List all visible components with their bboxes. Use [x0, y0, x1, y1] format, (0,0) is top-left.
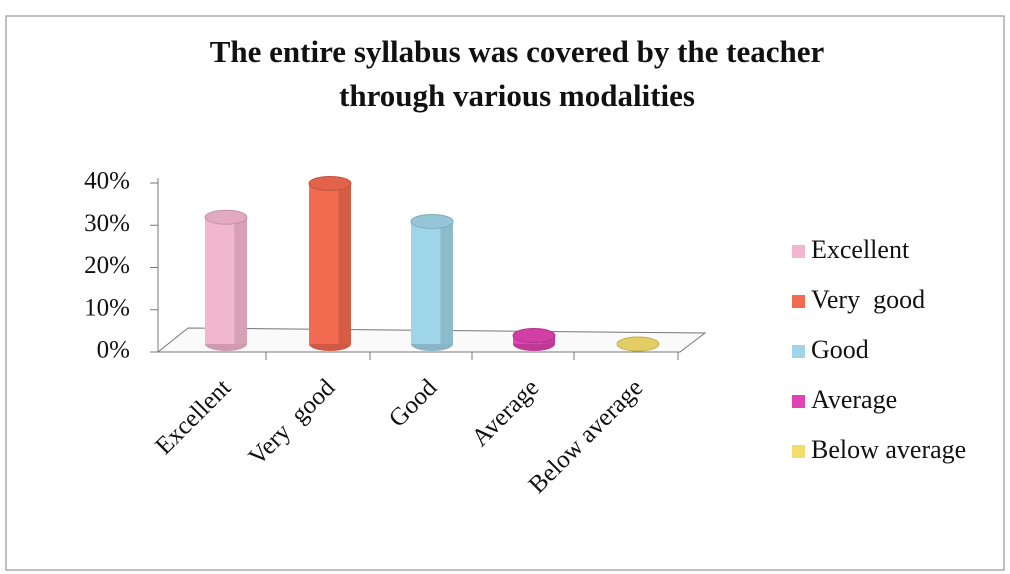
legend-label: Below average: [811, 435, 966, 464]
bar: [204, 209, 248, 351]
legend-swatch: [792, 445, 805, 458]
bar: [512, 328, 556, 351]
y-tick-label: 40%: [84, 168, 130, 195]
legend-label: Excellent: [811, 235, 910, 264]
bar-shade: [234, 217, 247, 344]
bar-shade: [338, 183, 351, 344]
bar-top: [410, 213, 454, 229]
legend-label: Good: [811, 335, 869, 364]
bar: [308, 175, 352, 351]
chart-frame: [5, 15, 1005, 571]
bar-top: [512, 328, 556, 344]
chart-title: The entire syllabus was covered by the t…: [210, 34, 825, 69]
chart-title: through various modalities: [339, 78, 695, 113]
legend-swatch: [792, 345, 805, 358]
bar-top: [308, 175, 352, 191]
y-tick-label: 20%: [84, 252, 130, 279]
y-tick-label: 30%: [84, 210, 130, 237]
legend-swatch: [792, 295, 805, 308]
legend-label: Very good: [811, 285, 925, 314]
y-tick-label: 0%: [97, 337, 130, 364]
legend-swatch: [792, 245, 805, 258]
bar: [616, 336, 660, 352]
bar-top: [204, 209, 248, 225]
legend-swatch: [792, 395, 805, 408]
y-tick-label: 10%: [84, 294, 130, 321]
bar-shade: [440, 221, 453, 344]
bar-top: [616, 336, 660, 352]
legend-label: Average: [811, 385, 897, 414]
bar: [410, 213, 454, 351]
